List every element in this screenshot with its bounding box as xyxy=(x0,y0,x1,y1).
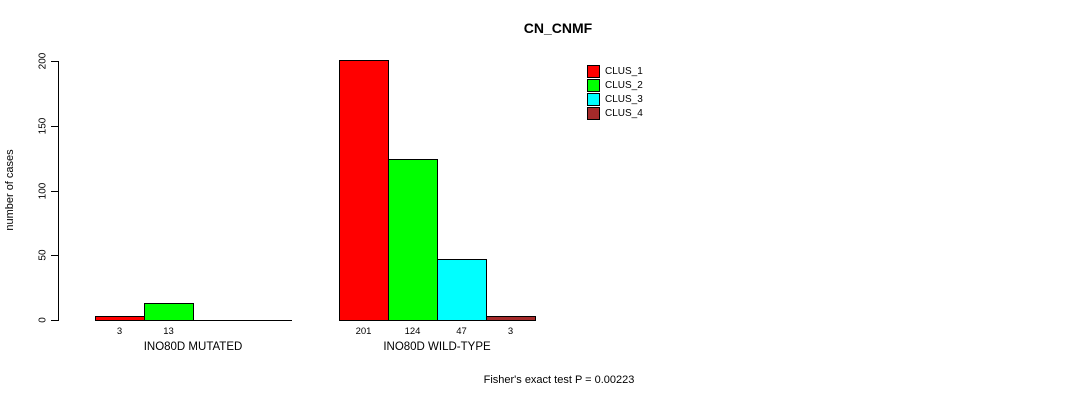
x-axis-group-label: INO80D WILD-TYPE xyxy=(383,341,491,353)
legend-label: CLUS_1 xyxy=(605,65,643,77)
bar-value-label: 3 xyxy=(507,326,514,337)
legend-item-clus_3: CLUS_3 xyxy=(587,92,643,106)
bar-clus_2 xyxy=(144,303,194,321)
bar-value-label: 124 xyxy=(404,326,421,337)
y-axis-line xyxy=(58,61,59,321)
bar-value-label: 13 xyxy=(163,326,174,337)
legend-label: CLUS_3 xyxy=(605,93,643,105)
y-axis-tick-label: 0 xyxy=(37,317,49,323)
y-axis-tick-label: 50 xyxy=(37,249,49,261)
y-axis-tick-label: 100 xyxy=(37,182,49,200)
legend-label: CLUS_2 xyxy=(605,79,643,91)
bar-clus_4 xyxy=(486,316,536,321)
bar-value-label: 47 xyxy=(456,326,467,337)
y-axis-tick xyxy=(51,320,58,321)
y-axis-tick xyxy=(51,255,58,256)
bar-clus_1 xyxy=(95,316,145,321)
y-axis-tick xyxy=(51,126,58,127)
y-axis-tick-label: 150 xyxy=(37,117,49,135)
footnote: Fisher's exact test P = 0.00223 xyxy=(483,374,635,386)
legend-item-clus_2: CLUS_2 xyxy=(587,78,643,92)
legend: CLUS_1 CLUS_2 CLUS_3 CLUS_4 xyxy=(587,64,643,120)
chart-title: CN_CNMF xyxy=(523,20,593,36)
y-axis-tick-label: 200 xyxy=(37,52,49,70)
y-axis-tick xyxy=(51,191,58,192)
legend-swatch-clus_3 xyxy=(587,92,600,106)
bar-value-label: 3 xyxy=(116,326,123,337)
bar-clus_3 xyxy=(437,259,487,321)
bar-clus_1 xyxy=(339,60,389,321)
y-axis-tick xyxy=(51,61,58,62)
y-axis-label: number of cases xyxy=(4,149,16,231)
legend-item-clus_4: CLUS_4 xyxy=(587,106,643,120)
legend-swatch-clus_1 xyxy=(587,64,600,78)
x-axis-group-label: INO80D MUTATED xyxy=(143,341,243,353)
legend-label: CLUS_4 xyxy=(605,107,643,119)
bar-clus_2 xyxy=(388,159,438,321)
legend-item-clus_1: CLUS_1 xyxy=(587,64,643,78)
bar-value-label: 201 xyxy=(355,326,372,337)
legend-swatch-clus_4 xyxy=(587,106,600,120)
legend-swatch-clus_2 xyxy=(587,78,600,92)
